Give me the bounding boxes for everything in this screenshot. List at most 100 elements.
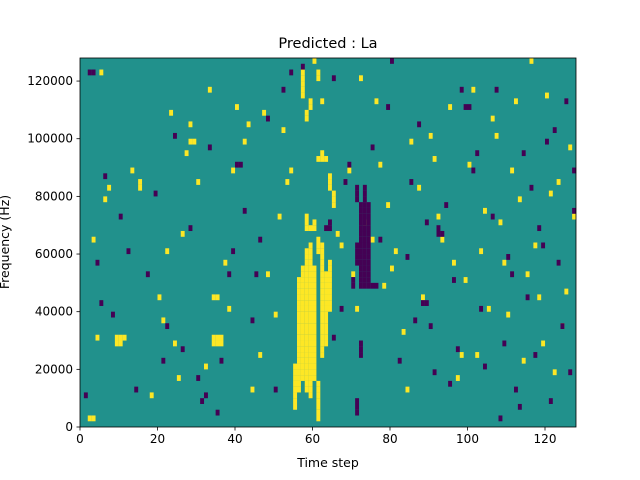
heatmap-cell	[161, 317, 166, 324]
heatmap-cell	[324, 328, 329, 335]
heatmap-cell	[324, 323, 329, 330]
heatmap-cell	[312, 282, 317, 289]
heatmap-cell	[304, 375, 309, 381]
heatmap-cell	[219, 340, 224, 347]
heatmap-cell	[304, 213, 309, 220]
heatmap-cell	[355, 409, 360, 416]
heatmap-cell	[556, 259, 561, 266]
heatmap-cell	[409, 138, 414, 145]
heatmap-cell	[366, 254, 371, 260]
heatmap-cell	[502, 340, 507, 347]
heatmap-cell	[362, 282, 367, 289]
heatmap-cell	[359, 230, 363, 237]
heatmap-cell	[537, 225, 542, 232]
heatmap-cell	[320, 277, 325, 283]
heatmap-cell	[366, 248, 371, 255]
heatmap-cell	[320, 248, 325, 255]
x-tick-label: 0	[76, 432, 84, 446]
heatmap-cell	[211, 334, 216, 341]
heatmap-cell	[448, 104, 453, 110]
heatmap-cell	[359, 236, 363, 243]
heatmap-cell	[362, 248, 367, 255]
heatmap-cell	[366, 271, 371, 278]
heatmap-cell	[463, 277, 468, 283]
y-axis-label: Frequency (Hz)	[0, 195, 12, 289]
heatmap-cell	[308, 242, 313, 249]
heatmap-cell	[242, 207, 247, 214]
heatmap-cell	[103, 196, 108, 203]
heatmap-cell	[355, 184, 360, 191]
heatmap-cell	[308, 317, 313, 324]
heatmap-cell	[300, 334, 305, 341]
heatmap-cell	[262, 109, 267, 116]
heatmap-cell	[297, 311, 301, 318]
heatmap-cell	[324, 271, 329, 278]
heatmap-cell	[335, 230, 340, 237]
heatmap-cell	[320, 271, 325, 278]
heatmap-cell	[300, 282, 305, 289]
heatmap-cell	[359, 346, 363, 353]
heatmap-cell	[533, 352, 538, 358]
heatmap-cell	[428, 132, 433, 139]
heatmap-cell	[320, 340, 325, 347]
heatmap-cell	[510, 167, 515, 174]
heatmap-cell	[320, 156, 325, 162]
heatmap-cell	[200, 398, 205, 404]
heatmap-cell	[312, 265, 317, 272]
heatmap-cell	[91, 236, 96, 243]
heatmap-cell	[138, 179, 143, 185]
axes-frame	[79, 57, 577, 428]
heatmap-cell	[355, 259, 360, 266]
heatmap-cell	[413, 317, 418, 324]
y-tick-label: 0	[65, 420, 73, 434]
heatmap-cell	[196, 179, 201, 185]
heatmap-cell	[242, 138, 247, 145]
heatmap-cell	[436, 230, 441, 237]
heatmap-cell	[494, 132, 499, 139]
heatmap-cell	[300, 294, 305, 301]
heatmap-cell	[118, 213, 123, 220]
heatmap-cell	[219, 357, 224, 364]
heatmap-cell	[366, 225, 371, 232]
heatmap-cell	[331, 75, 336, 82]
heatmap-cell	[300, 69, 305, 76]
heatmap-cell	[293, 369, 298, 376]
heatmap-cell	[312, 369, 317, 376]
heatmap-cell	[157, 294, 162, 301]
heatmap-cell	[308, 369, 313, 376]
heatmap-cell	[297, 357, 301, 364]
heatmap-cell	[180, 346, 185, 353]
heatmap-cell	[366, 259, 371, 266]
heatmap-cell	[87, 69, 92, 76]
heatmap-cell	[312, 346, 317, 353]
heatmap-cell	[359, 248, 363, 255]
heatmap-cell	[475, 352, 480, 358]
heatmap-cell	[289, 69, 294, 76]
heatmap-cell	[300, 311, 305, 318]
heatmap-cell	[409, 179, 414, 185]
heatmap-cell	[378, 161, 383, 168]
heatmap-cell	[320, 334, 325, 341]
heatmap-cell	[359, 352, 363, 358]
heatmap-cell	[366, 207, 371, 214]
heatmap-cell	[118, 334, 123, 341]
heatmap-cell	[320, 242, 325, 249]
heatmap-cell	[316, 403, 321, 410]
heatmap-cell	[359, 75, 363, 82]
heatmap-cell	[370, 282, 375, 289]
heatmap-cell	[362, 207, 367, 214]
heatmap-cell	[355, 254, 360, 260]
heatmap-cell	[308, 265, 313, 272]
heatmap-cell	[304, 254, 309, 260]
heatmap-cell	[401, 328, 406, 335]
heatmap-cell	[308, 340, 313, 347]
heatmap-cell	[374, 98, 379, 105]
heatmap-cell	[572, 207, 577, 214]
heatmap-cell	[312, 288, 317, 295]
heatmap-cell	[266, 115, 270, 122]
heatmap-cell	[293, 386, 298, 393]
heatmap-cell	[521, 357, 526, 364]
heatmap-cell	[316, 415, 321, 422]
heatmap-cell	[514, 98, 518, 105]
heatmap-cell	[328, 225, 332, 232]
